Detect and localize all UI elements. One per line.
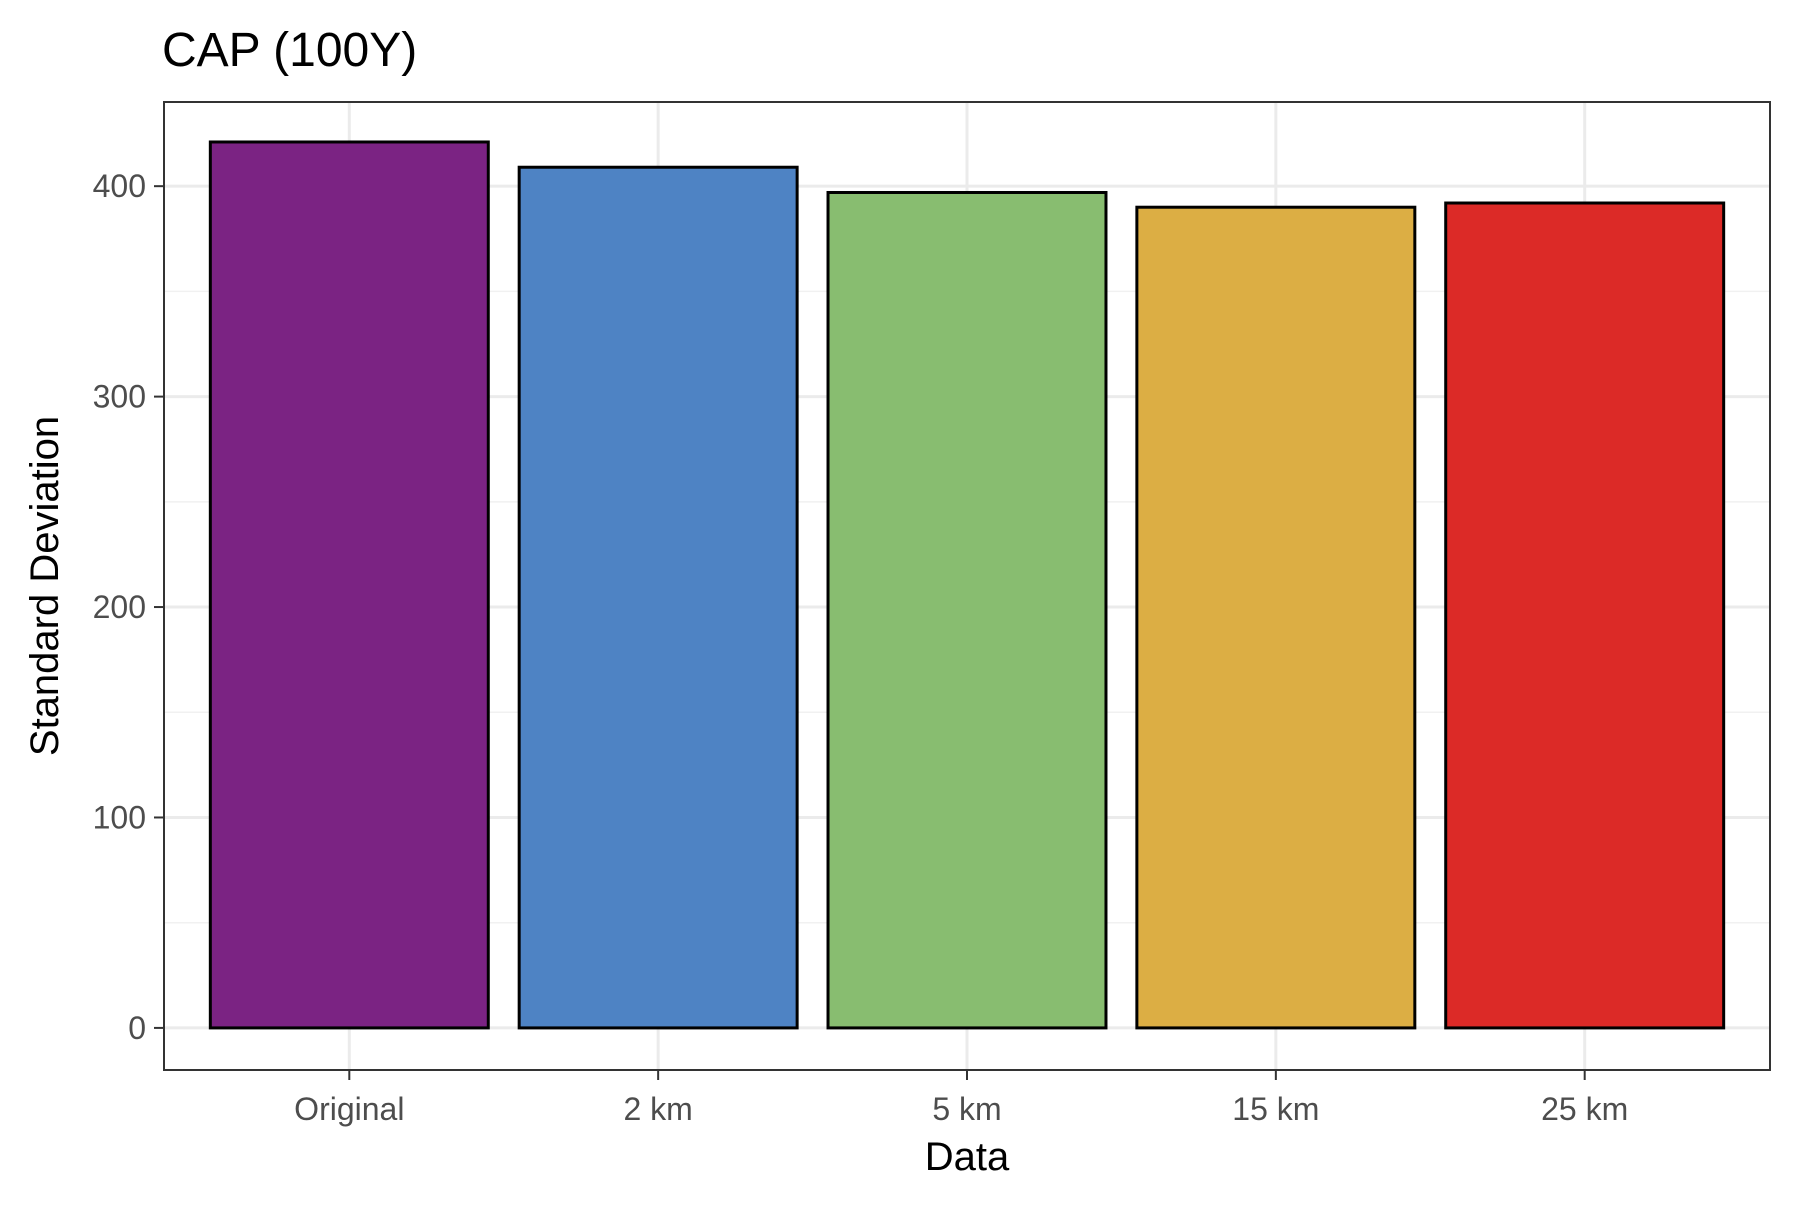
x-tick-label: Original — [294, 1091, 404, 1127]
y-tick-label: 400 — [93, 168, 146, 204]
y-axis-title: Standard Deviation — [23, 416, 67, 756]
x-tick-label: 15 km — [1232, 1091, 1319, 1127]
y-tick-label: 100 — [93, 799, 146, 835]
bar-15-km — [1135, 205, 1417, 1030]
chart-title: CAP (100Y) — [162, 24, 417, 77]
bars — [208, 140, 1726, 1030]
bar-original — [208, 140, 490, 1030]
x-tick-label: 5 km — [932, 1091, 1001, 1127]
y-tick-label: 200 — [93, 589, 146, 625]
x-tick-label: 2 km — [623, 1091, 692, 1127]
axes: 0 100 200 300 400 Original 2 km 5 km 15 km 25 km — [93, 168, 1629, 1127]
x-tick-label: 25 km — [1541, 1091, 1628, 1127]
bar-25-km — [1444, 201, 1726, 1030]
y-tick-label: 300 — [93, 379, 146, 415]
x-axis-title: Data — [925, 1135, 1010, 1179]
y-tick-label: 0 — [128, 1010, 146, 1046]
bar-5-km — [826, 190, 1108, 1030]
bar-2-km — [517, 165, 799, 1030]
